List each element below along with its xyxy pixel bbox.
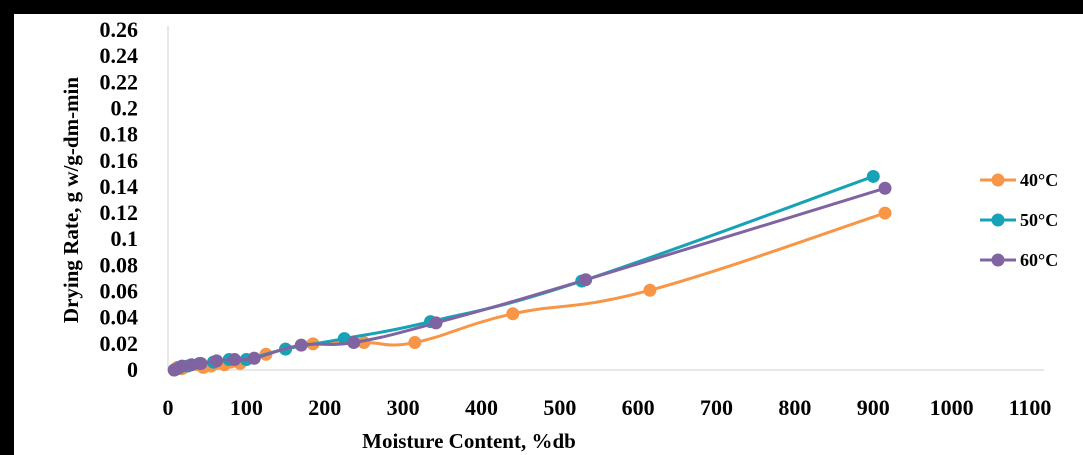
x-tick-label: 700: [700, 395, 733, 420]
x-tick-label: 200: [308, 395, 341, 420]
x-tick-label: 900: [857, 395, 890, 420]
data-point: [878, 206, 892, 220]
data-point: [294, 338, 308, 352]
legend-item: 50°C: [980, 210, 1058, 230]
legend-swatch-marker: [991, 253, 1005, 267]
x-tick-label: 1000: [930, 395, 974, 420]
y-tick-label: 0.22: [100, 69, 139, 94]
legend-item: 40°C: [980, 170, 1058, 190]
x-tick-label: 500: [543, 395, 576, 420]
chart-area: 0 0.02 0.04 0.06 0.08 0.1 0.12 0.14 0.16 0.18 0.2 0…: [14, 14, 1083, 455]
y-tick-label: 0.04: [100, 305, 139, 330]
x-tick-label: 400: [465, 395, 498, 420]
legend-label: 40°C: [1020, 170, 1058, 190]
y-tick-label: 0.12: [100, 200, 139, 225]
x-tick-label: 1100: [1009, 395, 1052, 420]
data-point: [210, 354, 224, 368]
data-point: [643, 283, 657, 297]
y-tick-label: 0.26: [100, 17, 139, 42]
series-3: [167, 181, 892, 377]
y-tick-label: 0.14: [100, 174, 139, 199]
data-point: [347, 336, 361, 350]
y-tick-label: 0.06: [100, 279, 139, 304]
x-tick-label: 100: [230, 395, 263, 420]
data-point: [228, 353, 242, 367]
drying-rate-chart: 00.020.040.060.080.10.120.140.160.180.20…: [59, 17, 1058, 453]
x-axis-title: Moisture Content, %db: [362, 429, 576, 453]
legend: 40°C 50°C 60°C: [980, 170, 1058, 270]
y-tick-label: 0.18: [100, 122, 139, 147]
y-axis-title: Drying Rate, g w/g-dm-min: [59, 77, 83, 323]
y-axis-ticks: 00.020.040.060.080.10.120.140.160.180.20…: [100, 17, 139, 382]
y-tick-label: 0: [127, 357, 138, 382]
data-point: [866, 169, 880, 183]
legend-item: 60°C: [980, 250, 1058, 270]
y-tick-label: 0.08: [100, 252, 139, 277]
legend-swatch-marker: [991, 173, 1005, 187]
y-tick-label: 0.16: [100, 148, 139, 173]
data-point: [408, 336, 422, 350]
legend-swatch-marker: [991, 213, 1005, 227]
data-point: [194, 356, 208, 370]
x-tick-label: 0: [163, 395, 174, 420]
y-tick-label: 0.02: [100, 331, 139, 356]
data-point: [247, 351, 261, 365]
legend-label: 60°C: [1020, 250, 1058, 270]
data-point: [506, 307, 520, 321]
y-tick-label: 0.2: [111, 95, 139, 120]
data-point: [579, 273, 593, 287]
x-tick-label: 600: [622, 395, 655, 420]
y-tick-label: 0.1: [111, 226, 139, 251]
data-point: [429, 316, 443, 330]
legend-label: 50°C: [1020, 210, 1058, 230]
series-line: [172, 186, 887, 372]
x-tick-label: 300: [387, 395, 420, 420]
series-layer: [167, 169, 892, 377]
series-line: [172, 174, 875, 372]
x-tick-label: 800: [778, 395, 811, 420]
x-axis-ticks: 0 100 200 300 400 500 600 700 800 900 1000 1100: [163, 395, 1052, 420]
data-point: [878, 181, 892, 195]
series-2: [167, 169, 880, 377]
y-tick-label: 0.24: [100, 43, 139, 68]
